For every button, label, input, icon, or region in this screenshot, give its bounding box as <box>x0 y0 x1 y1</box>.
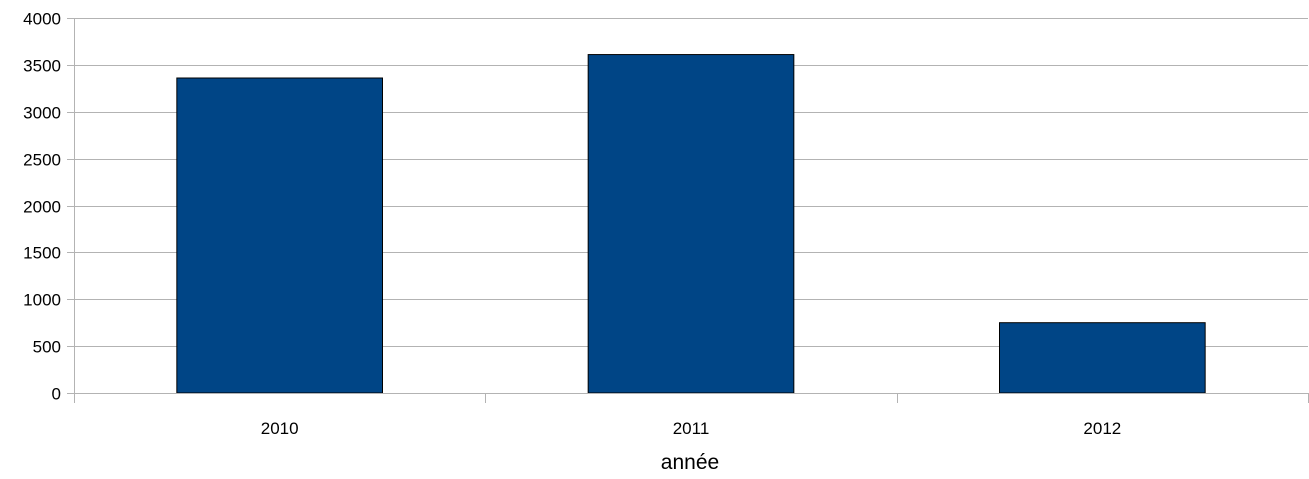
y-tick-label: 500 <box>33 338 61 357</box>
axes <box>67 18 1309 403</box>
bar-2012 <box>999 322 1206 394</box>
x-tick-label: 2011 <box>673 419 710 438</box>
x-tick-label: 2012 <box>1083 419 1121 438</box>
bars <box>176 54 1206 394</box>
x-tick-labels: 2010 2011 2012 <box>261 419 1121 438</box>
y-tick-label: 3500 <box>23 57 61 76</box>
y-tick-label: 0 <box>52 385 61 404</box>
y-tick-label: 2500 <box>23 151 61 170</box>
y-tick-labels: 0 500 1000 1500 2000 2500 3000 3500 4000 <box>23 10 61 404</box>
y-tick-label: 3000 <box>23 104 61 123</box>
x-axis-title: année <box>661 451 719 474</box>
x-tick-label: 2010 <box>261 419 299 438</box>
bar-2010 <box>176 77 383 394</box>
y-tick-label: 1000 <box>23 291 61 310</box>
y-tick-label: 1500 <box>23 244 61 263</box>
y-tick-label: 4000 <box>23 10 61 29</box>
y-tick-label: 2000 <box>23 198 61 217</box>
bar-2011 <box>587 54 795 394</box>
